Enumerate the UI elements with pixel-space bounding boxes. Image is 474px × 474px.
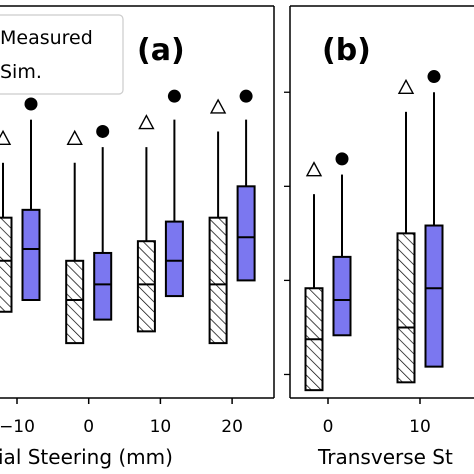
panel-a-x-ticks: −10 0 10 20: [0, 398, 243, 437]
measured-box: [208, 98, 228, 345]
sim-outlier-marker: [167, 89, 181, 103]
panel-a-label: (a): [137, 33, 185, 68]
legend: Measured Sim.: [0, 14, 124, 95]
sim-box: [93, 124, 113, 321]
legend-label-measured: Measured: [0, 27, 93, 49]
panel-a-x-axis-label: ial Steering (mm): [0, 445, 173, 469]
sim-box: [332, 152, 352, 337]
measured-iqr-box: [396, 232, 416, 384]
panel-b-x-ticks: 0 10: [323, 398, 431, 437]
panel-b: 0 10 (b) Transverse St: [284, 5, 474, 469]
sim-box: [164, 89, 184, 298]
measured-outlier-marker: [305, 161, 323, 177]
x-tick-label: 0: [83, 417, 94, 437]
sim-iqr-box: [164, 220, 184, 298]
measured-iqr-box: [136, 240, 156, 333]
measured-outlier-marker: [209, 98, 227, 114]
measured-box: [65, 129, 85, 345]
panel-b-y-ticks: [284, 91, 290, 376]
measured-iqr-box: [208, 216, 228, 345]
measured-box: [304, 161, 324, 392]
measured-outlier-marker: [138, 114, 155, 130]
sim-iqr-box: [332, 255, 352, 337]
panel-a-boxes: [0, 89, 256, 345]
sim-outlier-marker: [427, 70, 441, 84]
measured-box: [136, 114, 156, 333]
measured-outlier-marker: [66, 129, 83, 145]
panel-a: −10 0 10 20 (a) ial Steering (mm): [0, 5, 275, 469]
sim-iqr-box: [236, 185, 256, 282]
sim-iqr-box: [424, 224, 444, 368]
measured-outlier-marker: [397, 78, 415, 95]
x-tick-label: 0: [323, 417, 334, 437]
sim-outlier-marker: [24, 97, 38, 111]
measured-box: [0, 129, 13, 313]
measured-iqr-box: [0, 216, 13, 313]
sim-outlier-marker: [96, 124, 110, 138]
panel-b-label: (b): [322, 33, 371, 68]
sim-outlier-marker: [239, 89, 253, 103]
x-tick-label: 20: [221, 417, 243, 437]
sim-iqr-box: [21, 208, 41, 301]
measured-outlier-marker: [0, 129, 12, 145]
sim-box: [236, 89, 256, 282]
panel-b-boxes: [304, 70, 444, 392]
sim-iqr-box: [93, 251, 113, 321]
legend-label-sim: Sim.: [0, 61, 42, 83]
measured-iqr-box: [65, 259, 85, 345]
panel-b-x-axis-label: Transverse St: [317, 445, 453, 469]
legend-frame: [0, 14, 124, 95]
x-tick-label: 10: [409, 417, 431, 437]
sim-box: [21, 97, 41, 301]
x-tick-label: 10: [150, 417, 172, 437]
x-tick-label: −10: [0, 417, 35, 437]
sim-box: [424, 70, 444, 368]
measured-box: [396, 78, 416, 384]
sim-outlier-marker: [335, 152, 349, 166]
